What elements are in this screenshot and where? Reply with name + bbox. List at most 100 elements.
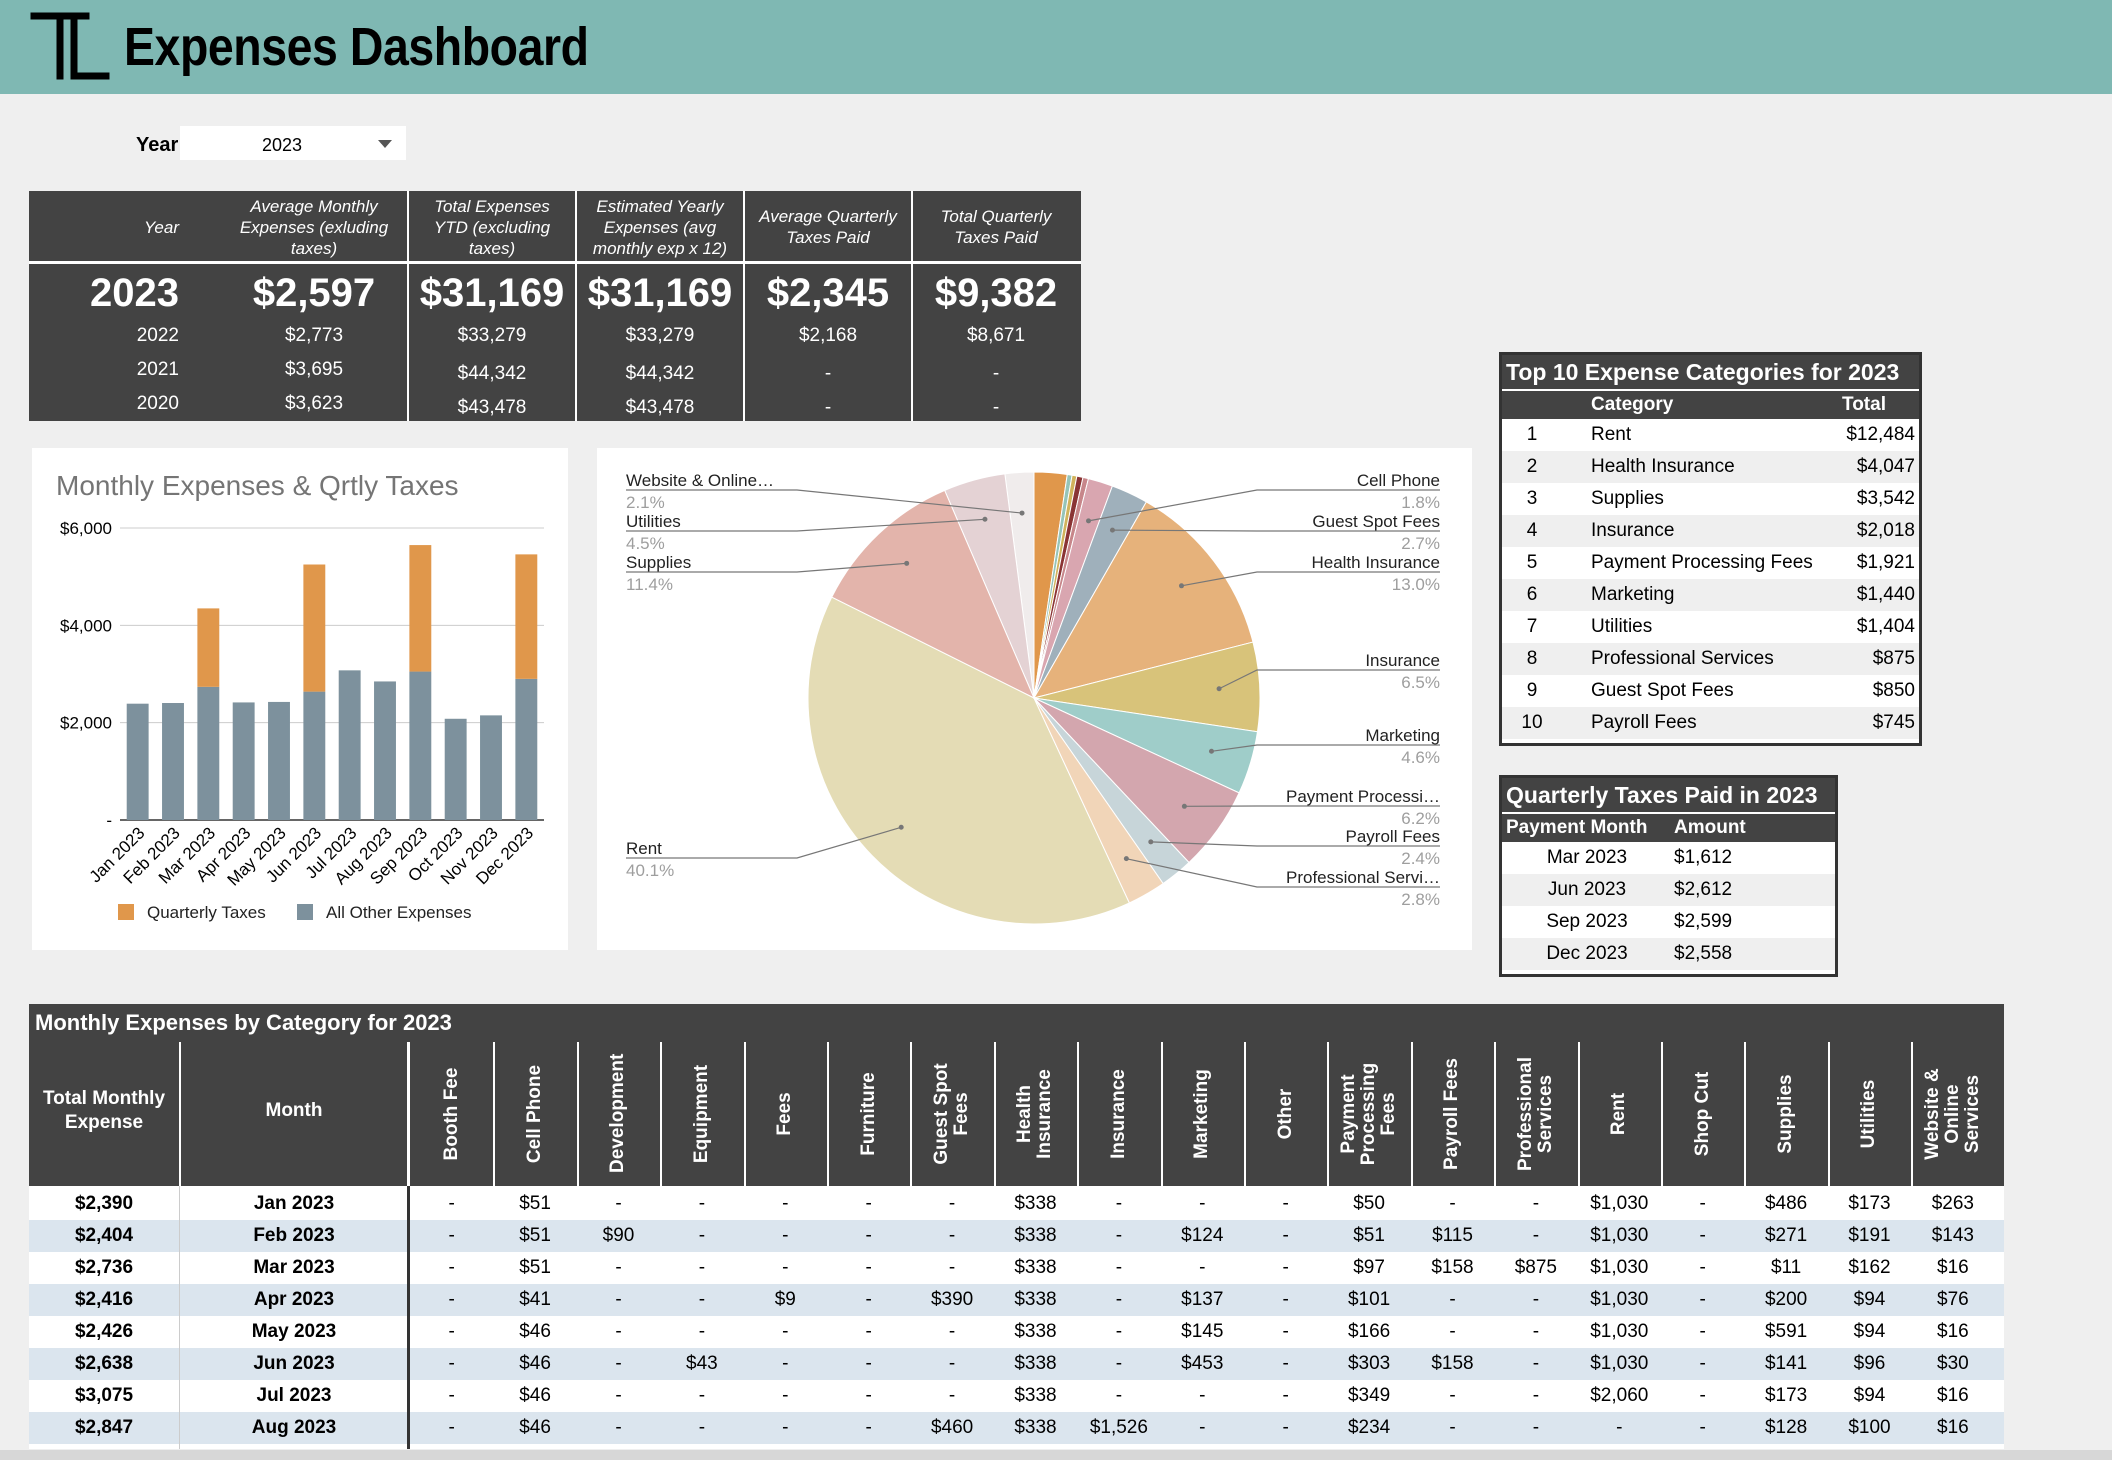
monthly-row-value: -: [1532, 1193, 1540, 1214]
pie-leader-dot: [1181, 803, 1187, 809]
top10-row: 3 Supplies $3,542: [1502, 483, 1919, 515]
pie-leader-line: [1112, 529, 1440, 532]
monthly-row-value: -: [865, 1385, 872, 1406]
monthly-row-value: -: [1532, 1289, 1540, 1310]
pie-leader-dot: [1216, 686, 1222, 692]
top10-category: Supplies: [1591, 488, 1664, 509]
top10-rank: 10: [1521, 712, 1543, 733]
top10-col-category: Category: [1591, 394, 1674, 415]
monthly-row-month: Jun 2023: [253, 1353, 335, 1374]
monthly-row-value: $16: [1937, 1417, 1969, 1438]
pie-leader-dot: [898, 824, 904, 830]
monthly-row-total: $2,736: [74, 1257, 134, 1278]
monthly-row-value: -: [865, 1353, 872, 1374]
monthly-row-value: $338: [1014, 1193, 1057, 1214]
summary-header-avg-qtr-tax: Average Quarterly Taxes Paid: [759, 207, 897, 247]
monthly-row-value: -: [615, 1321, 622, 1342]
table-row: $2,404 Feb 2023 - $51 $90 - - - - $338 - $124 - $51 $1…: [29, 1220, 2004, 1252]
monthly-row-value: $158: [1431, 1353, 1474, 1374]
bar-other-expenses: [409, 671, 432, 820]
monthly-row-total: $2,847: [74, 1417, 134, 1438]
bar-quarterly-taxes: [303, 564, 326, 692]
qtaxes-title: Quarterly Taxes Paid in 2023: [1502, 778, 1835, 812]
monthly-head-category: Professional Services: [1514, 1056, 1556, 1172]
pie-label: Rent: [626, 839, 662, 858]
monthly-row-value: $1,030: [1590, 1257, 1649, 1278]
monthly-row-value: -: [1532, 1417, 1540, 1438]
monthly-table-title: Monthly Expenses by Category for 2023: [29, 1004, 2004, 1042]
monthly-row-value: -: [782, 1385, 789, 1406]
year-dropdown[interactable]: 2023: [180, 126, 406, 160]
monthly-head-category: Other: [1274, 1088, 1296, 1140]
monthly-row-value: -: [865, 1321, 872, 1342]
legend-label-other: All Other Expenses: [326, 903, 472, 922]
pie-slice: [1032, 501, 1254, 699]
pie-percent: 6.2%: [1401, 809, 1440, 828]
pie-leader-dot: [1178, 583, 1184, 589]
summary-header-avg-monthly: Average Monthly Expenses (exluding taxes…: [239, 196, 389, 258]
monthly-row-value: $338: [1014, 1225, 1057, 1246]
monthly-row-value: -: [1699, 1289, 1706, 1310]
monthly-row-month: Aug 2023: [251, 1417, 337, 1438]
monthly-row-value: -: [1449, 1193, 1456, 1214]
bar-other-expenses: [126, 703, 149, 820]
monthly-row-value: $460: [930, 1417, 974, 1438]
monthly-row-total: $2,404: [74, 1225, 134, 1246]
monthly-row-value: $1,030: [1590, 1193, 1649, 1214]
monthly-row-value: -: [448, 1193, 455, 1214]
chevron-down-icon[interactable]: [378, 140, 392, 148]
monthly-row-value: $166: [1347, 1321, 1391, 1342]
pie-label: Professional Servi…: [1286, 868, 1440, 887]
monthly-row-value: -: [615, 1193, 622, 1214]
monthly-row-value: $162: [1848, 1257, 1891, 1278]
monthly-head-month: Month: [265, 1100, 323, 1121]
top10-row: 9 Guest Spot Fees $850: [1502, 675, 1919, 707]
summary-row-1-est-yearly: $44,342: [625, 363, 695, 384]
top10-rank: 6: [1526, 584, 1538, 605]
page-title: Expenses Dashboard: [124, 17, 589, 77]
top10-total: $1,440: [1856, 584, 1915, 605]
monthly-row-value: -: [1449, 1385, 1456, 1406]
monthly-row-total: $2,390: [74, 1193, 134, 1214]
top10-total: $4,047: [1856, 456, 1915, 477]
horizontal-scrollbar[interactable]: [0, 1450, 2112, 1460]
top10-category: Health Insurance: [1591, 456, 1735, 477]
qtaxes-amount: $2,612: [1674, 879, 1733, 900]
monthly-head-category: Booth Fee: [440, 1067, 462, 1161]
monthly-row-value: $11: [1770, 1257, 1802, 1278]
summary-current-year: 2023: [90, 271, 179, 315]
pie-label: Payroll Fees: [1346, 827, 1440, 846]
qtaxes-col-month: Payment Month: [1506, 817, 1648, 838]
summary-current-est-yearly: $31,169: [587, 271, 733, 315]
monthly-head-category: Payment Processing Fees: [1338, 1062, 1400, 1166]
bar-other-expenses: [232, 702, 255, 820]
pie-percent: 1.8%: [1401, 493, 1440, 512]
summary-row-0-total-ytd: $33,279: [457, 325, 527, 346]
pie-percent: 2.4%: [1401, 849, 1440, 868]
monthly-row-month: Jul 2023: [256, 1385, 332, 1406]
top10-rank: 2: [1526, 456, 1538, 477]
monthly-row-total: $2,638: [74, 1353, 134, 1374]
qtaxes-month: Mar 2023: [1546, 847, 1628, 868]
monthly-row-value: -: [1532, 1385, 1540, 1406]
summary-current-avg-monthly: $2,597: [252, 271, 376, 315]
qtaxes-row: Mar 2023 $1,612: [1502, 842, 1835, 874]
pie-percent: 11.4%: [626, 575, 673, 594]
pie-leader-dot: [1109, 527, 1115, 533]
monthly-row-value: -: [948, 1257, 956, 1278]
monthly-row-value: $2,060: [1590, 1385, 1649, 1406]
monthly-head-category: Utilities: [1858, 1079, 1880, 1149]
top10-table: Top 10 Expense Categories for 2023 Categ…: [1499, 352, 1922, 746]
monthly-row-value: -: [948, 1353, 956, 1374]
monthly-row-month: Mar 2023: [253, 1257, 335, 1278]
monthly-row-value: $1,030: [1590, 1353, 1649, 1374]
monthly-row-value: -: [698, 1417, 706, 1438]
monthly-row-value: -: [448, 1321, 455, 1342]
monthly-row-value: -: [782, 1321, 789, 1342]
monthly-row-value: -: [1115, 1321, 1123, 1342]
monthly-row-value: -: [1115, 1385, 1123, 1406]
pie-percent: 2.7%: [1401, 534, 1440, 553]
pie-leader-dot: [1148, 839, 1154, 845]
summary-row-2-year: 2020: [136, 393, 179, 414]
monthly-row-value: $1,526: [1089, 1417, 1148, 1438]
